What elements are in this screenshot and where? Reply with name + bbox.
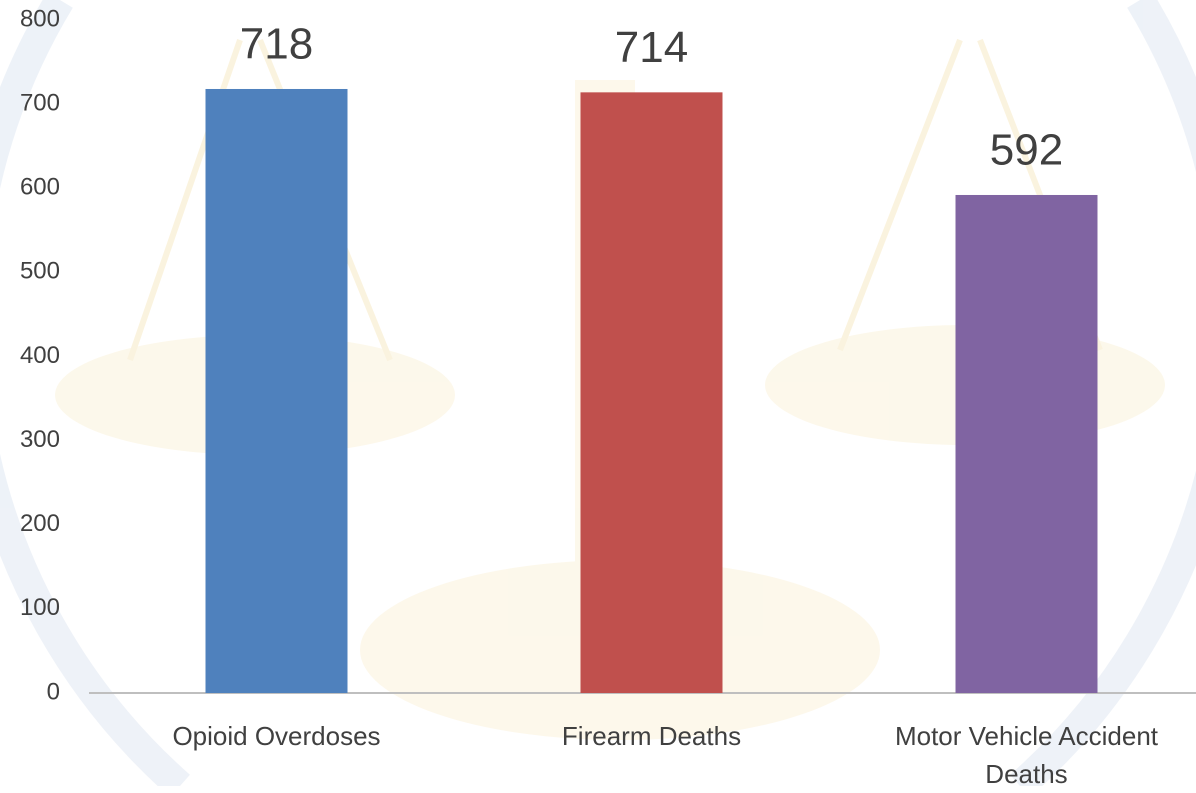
y-tick-label: 500 [20, 258, 60, 285]
chart-container: 0 100 200 300 400 500 600 700 800 718 714 592 Opioi… [0, 0, 1196, 786]
y-tick-label: 200 [20, 510, 60, 537]
y-tick-label: 800 [20, 5, 60, 32]
value-label: 592 [990, 126, 1063, 175]
y-tick-label: 100 [20, 594, 60, 621]
y-tick-label: 700 [20, 89, 60, 116]
bar [206, 89, 348, 693]
bar [956, 195, 1098, 693]
bar [581, 92, 723, 693]
y-tick-label: 0 [47, 678, 60, 705]
x-tick-label: Motor Vehicle Accident Deaths [862, 717, 1192, 793]
y-tick-label: 400 [20, 342, 60, 369]
value-label: 714 [615, 23, 688, 72]
y-tick-label: 600 [20, 174, 60, 201]
chart: 0 100 200 300 400 500 600 700 800 718 714 592 [0, 0, 1196, 786]
x-tick-label: Opioid Overdoses [112, 717, 442, 755]
value-label: 718 [240, 20, 313, 69]
x-tick-label: Firearm Deaths [487, 717, 817, 755]
y-tick-label: 300 [20, 426, 60, 453]
